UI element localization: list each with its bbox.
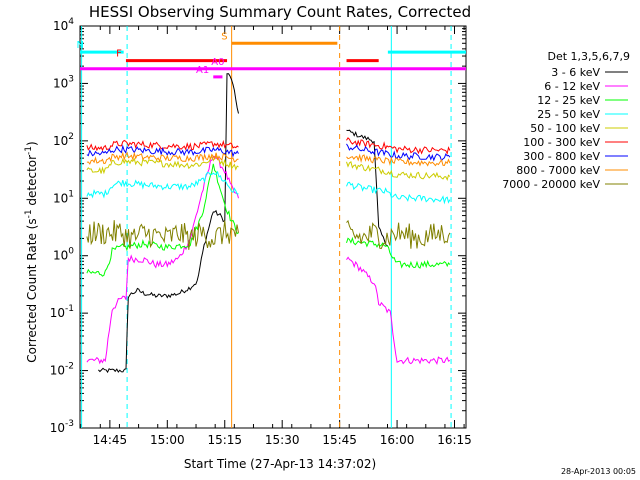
series-line [346,161,451,181]
y-tick-label: 104 [53,17,74,33]
flag-label: A1 [196,65,209,76]
footer-date: 28-Apr-2013 00:05 [561,467,636,476]
y-tick-label: 100 [53,247,74,263]
series-line [346,129,388,247]
series-line [86,144,239,158]
y-tick-label: 101 [53,189,74,205]
x-tick-label: 15:15 [207,433,242,447]
y-tick-label: 102 [53,132,74,148]
legend-header: Det 1,3,5,6,7,9 [547,50,630,63]
series-line [86,154,239,175]
series-line [86,220,239,250]
flag-label: A0 [211,57,224,68]
series-line [346,256,451,365]
y-tick-label: 10-3 [50,419,74,435]
x-tick-label: 16:15 [437,433,472,447]
legend-entry-label: 800 - 7000 keV [516,164,600,177]
plot-area: 10-3 10-2 10-1 100 101 102 103 104 14:45 15:00 15:… [50,17,472,447]
legend-entry-label: 12 - 25 keV [537,94,600,107]
series-line [86,163,239,277]
legend-entry-label: 50 - 100 keV [530,122,600,135]
y-tick-label: 10-2 [50,362,74,378]
series-line [346,219,451,250]
series-line [346,181,451,205]
series-line [86,170,239,199]
y-tick-label: 10-1 [50,304,74,320]
legend-entry-label: 25 - 50 keV [537,108,600,121]
flag-label: S [221,31,227,42]
y-axis-label: Corrected Count Rate (s-1 detector-1) [24,141,39,362]
x-axis-label: Start Time (27-Apr-13 14:37:02) [184,457,376,471]
series-line [86,155,239,365]
plot-frame [79,25,467,429]
legend-entry-label: 300 - 800 keV [523,150,600,163]
y-tick-label: 103 [53,74,74,90]
y-axis-label-text: Corrected Count Rate (s-1 detector-1) [24,141,39,362]
legend-entry-label: 3 - 6 keV [551,66,600,79]
series-line [346,137,451,155]
series-line [346,153,451,167]
legend-entry-label: 6 - 12 keV [544,80,600,93]
legend-entry-label: 7000 - 20000 keV [502,178,600,191]
x-tick-label: 15:30 [265,433,300,447]
legend-entry-label: 100 - 300 keV [523,136,600,149]
x-tick-label: 14:45 [93,433,128,447]
chart-title: HESSI Observing Summary Count Rates, Cor… [89,3,471,21]
series-line [98,73,239,374]
series-line [346,236,451,269]
x-tick-label: 15:00 [150,433,185,447]
x-tick-label: 15:45 [322,433,357,447]
series-line [86,151,239,165]
flag-label: F [116,49,122,60]
flag-label: N [77,40,84,51]
x-tick-label: 16:00 [380,433,415,447]
